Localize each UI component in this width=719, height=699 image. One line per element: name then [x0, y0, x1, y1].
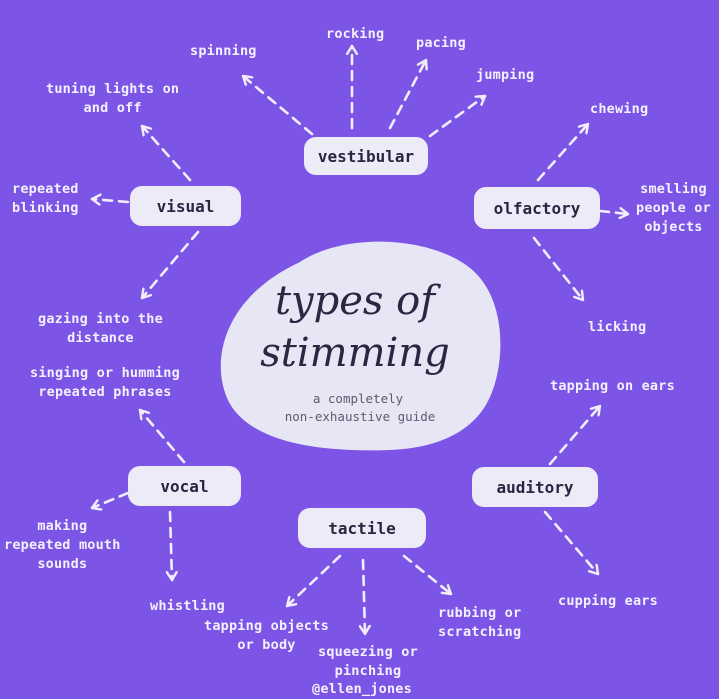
label-singing: singing or humming repeated phrases: [30, 365, 180, 400]
arrow-tapping-objects: [285, 554, 342, 608]
label-tuning-lights: tuning lights on and off: [46, 81, 180, 116]
arrow-gazing: [140, 230, 200, 300]
arrow-tuning-lights: [140, 124, 192, 182]
label-spinning: spinning: [190, 43, 257, 59]
category-vocal: vocal: [128, 466, 241, 506]
label-pacing: pacing: [416, 35, 466, 51]
category-tactile: tactile: [298, 508, 426, 548]
label-tapping-ears: tapping on ears: [550, 378, 675, 394]
arrow-spinning: [241, 74, 314, 136]
arrow-blinking: [90, 199, 130, 202]
label-whistling: whistling: [150, 598, 225, 614]
category-visual: visual: [130, 186, 241, 226]
arrow-mouth-sounds: [90, 491, 130, 508]
arrow-jumping: [428, 94, 487, 138]
credit-handle: @ellen_jones: [312, 681, 412, 697]
arrow-singing: [138, 408, 186, 464]
label-jumping: jumping: [476, 67, 535, 83]
arrow-pacing: [388, 58, 426, 130]
label-smelling: smelling people or objects: [636, 181, 711, 235]
label-cupping-ears: cupping ears: [558, 593, 658, 609]
arrow-rubbing: [402, 554, 453, 596]
arrow-whistling: [170, 510, 172, 582]
label-squeezing: squeezing or pinching: [318, 644, 418, 679]
center-subtitle-line1: a completely: [313, 391, 404, 406]
center-subtitle-line2: non-exhaustive guide: [285, 409, 436, 424]
label-rocking: rocking: [326, 26, 385, 42]
center-title-line1: types of: [275, 278, 441, 324]
arrow-tapping-ears: [548, 404, 602, 466]
category-vestibular: vestibular: [304, 137, 428, 175]
arrow-chewing: [536, 122, 590, 182]
category-olfactory: olfactory: [474, 187, 600, 229]
label-mouth-sounds: making repeated mouth sounds: [4, 518, 121, 572]
label-licking: licking: [588, 319, 647, 335]
arrow-licking: [532, 236, 585, 302]
label-repeated-blinking: repeated blinking: [12, 181, 79, 216]
label-tapping-objects: tapping objects or body: [204, 618, 329, 653]
arrow-cupping-ears: [543, 510, 600, 576]
label-rubbing: rubbing or scratching: [438, 605, 522, 640]
category-auditory: auditory: [472, 467, 598, 507]
label-chewing: chewing: [590, 101, 649, 117]
arrow-squeezing: [363, 558, 365, 636]
center-blob: [220, 241, 501, 451]
center-title-line2: stimming: [260, 330, 449, 376]
arrow-smelling: [598, 211, 630, 214]
label-gazing: gazing into the distance: [38, 311, 163, 346]
